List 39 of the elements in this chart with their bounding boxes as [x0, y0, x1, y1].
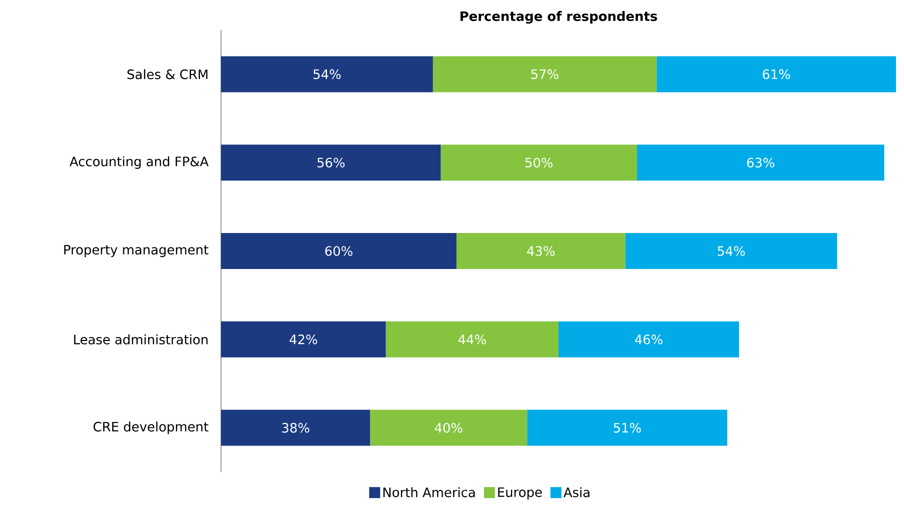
- y-tick-label: CRE development: [94, 422, 208, 434]
- bar: [636, 144, 884, 181]
- bar: [456, 233, 626, 270]
- data-label: 57%: [531, 69, 558, 80]
- bar: [370, 410, 528, 446]
- bar: [558, 321, 740, 358]
- data-label: 46%: [635, 334, 662, 344]
- bar: [221, 233, 456, 270]
- data-label: 54%: [314, 69, 341, 80]
- legend-label: Europe: [498, 487, 542, 500]
- data-label: 51%: [614, 422, 641, 433]
- data-label: 50%: [525, 158, 553, 168]
- bar: [221, 321, 386, 358]
- data-label: 38%: [282, 422, 310, 433]
- data-label: 60%: [325, 246, 352, 256]
- bar: [221, 410, 370, 446]
- data-label: 54%: [718, 246, 745, 256]
- data-label: 61%: [762, 69, 790, 80]
- bar: [440, 144, 637, 181]
- y-tick-label: Accounting and FP&A: [70, 156, 209, 169]
- bar: [625, 233, 838, 270]
- bar: [527, 410, 728, 446]
- data-label: 42%: [290, 334, 318, 344]
- bar: [221, 56, 433, 92]
- data-label: 43%: [527, 246, 555, 256]
- y-tick-label: Lease administration: [74, 334, 208, 344]
- data-label: 40%: [434, 422, 462, 433]
- y-tick-label: Sales & CRM: [127, 69, 208, 80]
- bar: [432, 56, 657, 92]
- data-label: 56%: [317, 158, 345, 168]
- bar: [386, 321, 559, 358]
- y-tick-label: Property management: [64, 244, 208, 258]
- bar: [656, 56, 896, 92]
- bar: [221, 144, 441, 181]
- legend-label: North America: [383, 487, 475, 498]
- data-label: 63%: [747, 158, 774, 168]
- data-label: 44%: [458, 334, 486, 344]
- chart-title: Percentage of respondents: [460, 11, 658, 24]
- legend-label: Asia: [564, 487, 590, 498]
